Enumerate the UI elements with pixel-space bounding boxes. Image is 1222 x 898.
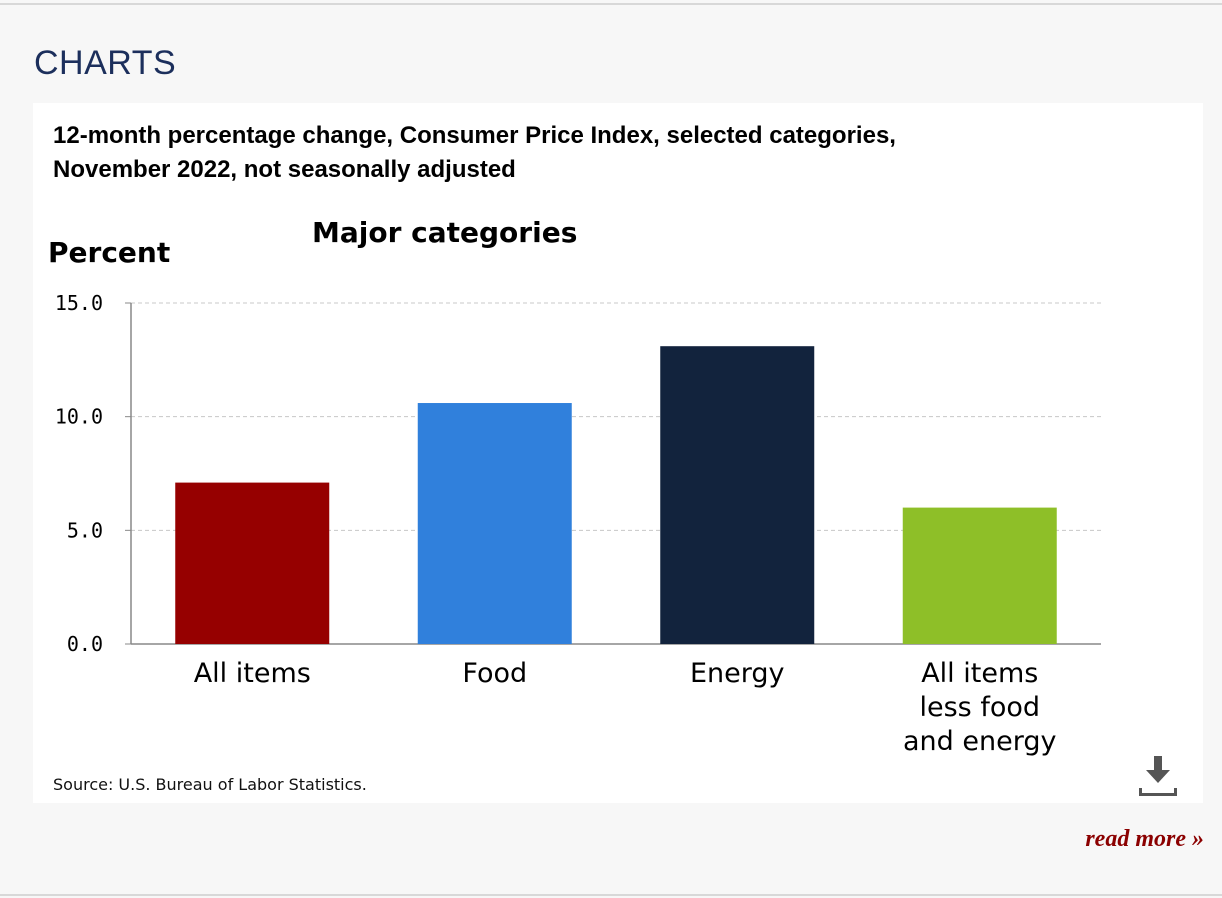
y-tick-label: 15.0 [55, 291, 103, 315]
bar-3 [660, 346, 815, 644]
chart-title-line-2: November 2022, not seasonally adjusted [53, 156, 516, 183]
chart-subtitle: Major categories [312, 216, 577, 249]
y-axis-label: Percent [48, 236, 170, 269]
chart-title-line-1: 12-month percentage change, Consumer Pri… [53, 122, 896, 149]
download-icon [1139, 756, 1177, 796]
bar-4 [902, 507, 1057, 644]
x-tick-label: less food [919, 692, 1040, 723]
download-button[interactable] [1137, 753, 1183, 799]
chart-title: 12-month percentage change, Consumer Pri… [53, 119, 1153, 187]
x-tick-label: Energy [690, 658, 785, 689]
bar-chart: Major categories Percent 0.0 5.0 10.0 15.0 All… [48, 216, 1101, 757]
chart-source: Source: U.S. Bureau of Labor Statistics. [53, 775, 367, 794]
x-tick-label: Food [462, 658, 527, 689]
read-more-link[interactable]: read more » [1085, 826, 1204, 852]
y-tick-label: 0.0 [67, 632, 103, 656]
bottom-divider [0, 894, 1222, 896]
section-title: CHARTS [34, 44, 177, 82]
x-tick-label: All items [921, 658, 1038, 689]
x-tick-label: and energy [903, 726, 1056, 757]
chart-panel: 12-month percentage change, Consumer Pri… [33, 103, 1203, 803]
bar-2 [417, 403, 572, 644]
y-tick-label: 10.0 [55, 405, 103, 429]
bar-1 [175, 482, 330, 644]
y-tick-label: 5.0 [67, 518, 103, 542]
top-divider [0, 3, 1222, 5]
x-tick-label: All items [194, 658, 311, 689]
